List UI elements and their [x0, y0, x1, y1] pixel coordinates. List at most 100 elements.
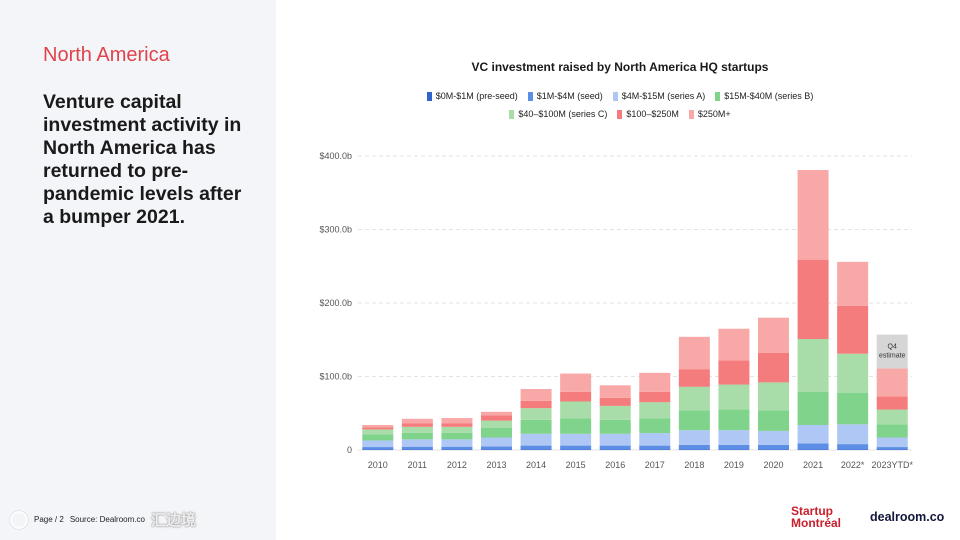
- bar-segment: [520, 433, 552, 446]
- x-tick-label: 2014: [526, 460, 546, 470]
- bar-segment: [876, 396, 908, 410]
- bar-segment: [639, 372, 671, 392]
- logo-startup-line1: Startup: [791, 504, 833, 518]
- bar-segment: [401, 449, 433, 450]
- footer-source: Source: Dealroom.co: [69, 515, 145, 524]
- bar-segment: [797, 449, 829, 450]
- legend-swatch: [509, 109, 515, 119]
- bar-segment: [837, 424, 869, 445]
- bar-segment: [797, 259, 829, 340]
- watermark-text: 汇边境: [150, 512, 196, 529]
- legend-label: $250M+: [697, 109, 731, 119]
- bar-segment: [599, 405, 631, 420]
- x-tick-label: 2016: [605, 460, 625, 470]
- legend-item: $40–$100M (series C): [509, 109, 607, 119]
- bar-segment: [362, 440, 394, 448]
- bar-segment: [678, 430, 710, 445]
- bar-segment: [481, 427, 512, 438]
- x-tick-label: 2015: [566, 460, 586, 470]
- bar-segment: [560, 449, 592, 450]
- bar-segment: [876, 409, 908, 425]
- bar-segment: [678, 444, 710, 450]
- chart-legend: $0M-$1M (pre-seed) $1M-$4M (seed) $4M-$15M…: [400, 91, 840, 119]
- bar-segment: [481, 415, 512, 421]
- legend-label: $0M-$1M (pre-seed): [435, 91, 518, 101]
- bar-segment: [441, 446, 473, 450]
- bar-segment: [599, 419, 631, 434]
- bar-segment: [441, 418, 473, 424]
- y-tick-label: 0: [347, 445, 352, 455]
- bar-segment: [401, 439, 433, 447]
- y-tick-label: $400.0b: [319, 151, 352, 161]
- legend-label: $100–$250M: [626, 109, 679, 119]
- bar-segment: [441, 439, 473, 447]
- region-title: North America: [43, 44, 170, 66]
- bar-segment: [441, 426, 473, 433]
- bar-segment: [362, 427, 394, 430]
- estimate-label-line1: Q4: [888, 344, 897, 351]
- bar-segment: [758, 410, 789, 431]
- bar-segment: [876, 449, 908, 450]
- footer-page: Page / 2: [34, 515, 64, 524]
- estimate-label-line2: estimate: [879, 353, 906, 360]
- startup-montreal-logo: Startup Montréal: [791, 505, 841, 529]
- bar-segment: [718, 430, 750, 445]
- legend-item: $0M-$1M (pre-seed): [426, 91, 518, 101]
- footer-left: Page / 2 Source: Dealroom.co 汇边境: [10, 509, 196, 530]
- bar-segment: [560, 433, 592, 446]
- bar-segment: [401, 423, 433, 427]
- bar-segment: [678, 369, 710, 387]
- chart-title: VC investment raised by North America HQ…: [471, 60, 769, 74]
- bar-segment: [718, 444, 750, 450]
- bar-segment: [362, 434, 394, 441]
- estimate-segment: [876, 334, 908, 369]
- x-tick-label: 2021: [803, 460, 823, 470]
- x-tick-label: 2018: [684, 460, 704, 470]
- legend-item: $4M-$15M (series A): [612, 91, 705, 101]
- x-tick-label: 2013: [486, 460, 506, 470]
- bar-segment: [718, 360, 750, 385]
- bar-segment: [837, 444, 869, 450]
- bar-segment: [837, 261, 869, 306]
- headline: Venture capital investment activity in N…: [43, 91, 242, 228]
- bar-segment: [441, 423, 473, 427]
- bar-segment: [560, 418, 592, 434]
- bar-segment: [758, 444, 789, 450]
- bar-segment: [599, 445, 631, 450]
- x-tick-label: 2012: [447, 460, 467, 470]
- bar-segment: [639, 433, 671, 446]
- legend-swatch: [715, 91, 721, 101]
- bar-segment: [876, 447, 908, 450]
- bar-segment: [362, 425, 394, 428]
- bar-segment: [718, 328, 750, 361]
- y-tick-label: $100.0b: [319, 372, 352, 382]
- bar-segment: [837, 353, 869, 393]
- bar-segment: [797, 391, 829, 426]
- legend-label: $1M-$4M (seed): [536, 91, 603, 101]
- bar-segment: [520, 419, 552, 434]
- bar-segment: [481, 437, 512, 447]
- x-tick-label: 2010: [368, 460, 388, 470]
- bar-segment: [678, 336, 710, 370]
- x-tick-label: 2017: [645, 460, 665, 470]
- bar-segment: [520, 449, 552, 450]
- dealroom-logo: dealroom.co: [870, 510, 945, 524]
- logo-startup-line2: Montréal: [791, 516, 842, 530]
- bar-segment: [599, 385, 631, 398]
- bar-segment: [837, 305, 869, 354]
- bar-segment: [837, 392, 869, 425]
- bar-segment: [718, 409, 750, 431]
- bar-segment: [639, 418, 671, 434]
- bar-segment: [401, 432, 433, 440]
- bar-segment: [520, 388, 552, 401]
- bar-segment: [481, 420, 512, 428]
- bar-segment: [797, 443, 829, 450]
- x-tick-label: 2011: [408, 460, 427, 470]
- bar-segment: [758, 317, 789, 353]
- legend-label: $15M-$40M (series B): [724, 91, 814, 101]
- bar-segment: [678, 386, 710, 411]
- bar-segment: [560, 401, 592, 419]
- bar-segment: [876, 424, 908, 438]
- bar-segment: [441, 432, 473, 440]
